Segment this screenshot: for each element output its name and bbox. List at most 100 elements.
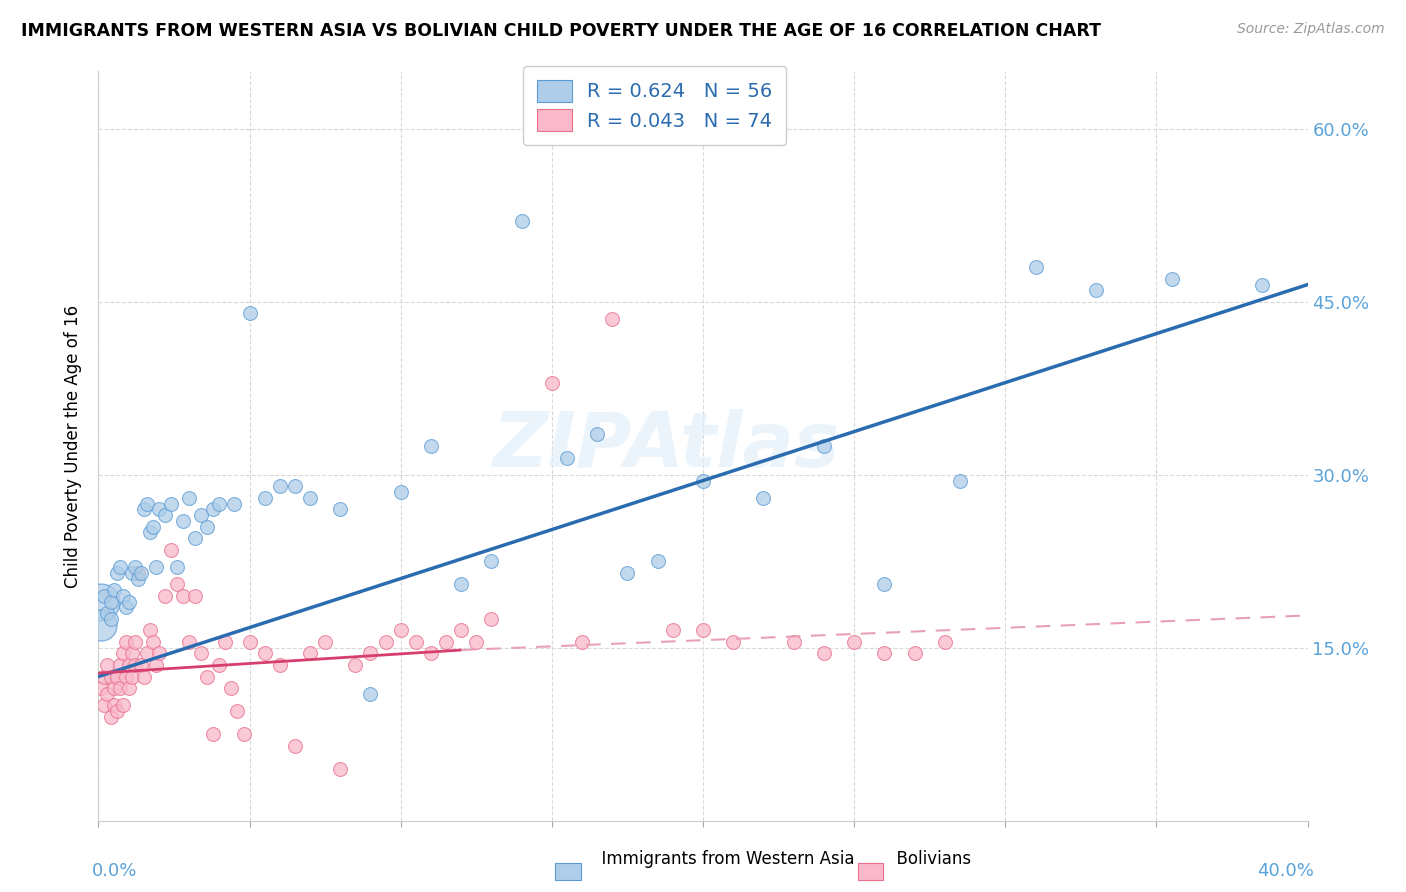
Point: [1251, 277, 1274, 292]
Point: [111, 698, 134, 713]
Point: [934, 635, 956, 649]
Text: Bolivians: Bolivians: [886, 850, 972, 868]
Point: [118, 658, 141, 673]
Point: [145, 658, 167, 673]
Point: [124, 635, 146, 649]
Point: [299, 647, 322, 661]
Point: [108, 658, 131, 673]
Point: [904, 647, 927, 661]
Point: [661, 624, 683, 638]
Point: [190, 508, 212, 523]
Text: 40.0%: 40.0%: [1257, 862, 1313, 880]
Point: [284, 739, 307, 753]
Point: [232, 727, 254, 741]
Point: [108, 681, 131, 695]
Point: [153, 508, 176, 523]
Point: [239, 306, 262, 320]
Point: [132, 502, 155, 516]
Point: [124, 560, 146, 574]
Point: [269, 479, 291, 493]
Point: [420, 647, 443, 661]
Point: [118, 681, 141, 695]
Text: Source: ZipAtlas.com: Source: ZipAtlas.com: [1237, 22, 1385, 37]
Point: [360, 647, 382, 661]
Point: [105, 566, 128, 580]
Point: [114, 669, 136, 683]
Point: [172, 514, 194, 528]
Point: [586, 427, 609, 442]
Point: [844, 635, 866, 649]
Point: [114, 635, 136, 649]
Point: [555, 450, 578, 465]
Point: [100, 612, 122, 626]
Point: [647, 554, 669, 568]
Point: [100, 669, 122, 683]
Point: [510, 214, 533, 228]
Point: [145, 560, 167, 574]
Text: 0.0%: 0.0%: [93, 862, 138, 880]
Point: [139, 525, 162, 540]
Point: [172, 589, 194, 603]
Point: [184, 589, 207, 603]
Point: [105, 669, 128, 683]
Point: [360, 687, 382, 701]
Point: [481, 612, 503, 626]
Point: [616, 566, 638, 580]
Point: [129, 658, 152, 673]
Point: [118, 594, 141, 608]
Point: [103, 681, 125, 695]
Point: [142, 519, 165, 533]
Point: [389, 624, 412, 638]
Point: [111, 647, 134, 661]
Point: [389, 485, 412, 500]
Point: [103, 583, 125, 598]
Point: [239, 635, 262, 649]
Point: [481, 554, 503, 568]
Point: [121, 669, 143, 683]
Point: [160, 542, 183, 557]
Point: [284, 479, 307, 493]
Point: [135, 647, 157, 661]
Point: [465, 635, 488, 649]
Point: [314, 635, 336, 649]
Point: [783, 635, 806, 649]
Point: [873, 577, 896, 591]
Point: [752, 491, 775, 505]
Point: [450, 624, 472, 638]
Point: [90, 681, 112, 695]
Point: [129, 566, 152, 580]
Point: [202, 727, 225, 741]
Point: [949, 474, 972, 488]
Point: [93, 669, 115, 683]
Point: [166, 577, 188, 591]
Point: [224, 497, 246, 511]
Point: [111, 589, 134, 603]
Point: [179, 635, 201, 649]
Point: [127, 572, 149, 586]
Point: [208, 658, 231, 673]
Point: [148, 502, 170, 516]
Point: [108, 560, 131, 574]
Point: [450, 577, 472, 591]
Point: [226, 704, 249, 718]
Point: [93, 698, 115, 713]
Point: [692, 624, 714, 638]
Point: [100, 710, 122, 724]
Point: [202, 502, 225, 516]
Point: [723, 635, 745, 649]
Point: [208, 497, 231, 511]
Point: [127, 566, 149, 580]
Point: [329, 762, 352, 776]
Point: [90, 617, 112, 632]
Point: [1024, 260, 1046, 275]
Point: [93, 589, 115, 603]
Text: IMMIGRANTS FROM WESTERN ASIA VS BOLIVIAN CHILD POVERTY UNDER THE AGE OF 16 CORRE: IMMIGRANTS FROM WESTERN ASIA VS BOLIVIAN…: [21, 22, 1101, 40]
Point: [195, 669, 218, 683]
Point: [420, 439, 443, 453]
Text: Immigrants from Western Asia: Immigrants from Western Asia: [591, 850, 853, 868]
Point: [873, 647, 896, 661]
Point: [139, 624, 162, 638]
Point: [214, 635, 236, 649]
Point: [105, 704, 128, 718]
Point: [434, 635, 457, 649]
